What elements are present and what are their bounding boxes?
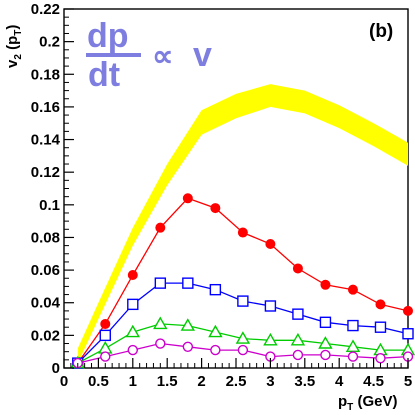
series-2-point: [264, 300, 277, 312]
series-2-point: [237, 295, 249, 307]
y-tick-label: 0.16: [31, 99, 60, 116]
x-tick-label: 4.5: [363, 373, 384, 390]
series-4: [72, 338, 414, 369]
y-tick-label: 0.08: [31, 229, 60, 246]
series-2-point: [209, 283, 222, 296]
x-tick-label: 1: [129, 373, 137, 390]
series-4-point: [375, 353, 386, 364]
series-1-point: [292, 263, 303, 274]
series-4-point: [292, 349, 304, 361]
y-tick-label: 0.12: [31, 164, 60, 181]
y-axis-label: v2 (pT): [4, 25, 24, 68]
series-4-point: [100, 351, 111, 362]
series-1-point: [403, 305, 413, 316]
y-tick-label: 0.06: [31, 262, 60, 279]
series-2-point: [374, 321, 387, 333]
series-1-point: [320, 279, 331, 290]
series-4-point: [155, 338, 166, 349]
series-3-point: [180, 318, 196, 331]
series-2-point: [402, 328, 414, 340]
y-tick-label: 0: [52, 360, 60, 377]
y-tick-label: 0.14: [31, 132, 61, 149]
series-1-point: [375, 299, 386, 310]
panel-label: (b): [369, 21, 393, 42]
x-tick-label: 3.5: [294, 373, 315, 390]
x-tick-label: 0.5: [88, 373, 109, 390]
series-2-point: [292, 308, 304, 320]
series-3-point: [345, 339, 361, 352]
series-1-point: [155, 222, 166, 233]
series-3-point: [125, 324, 141, 338]
formula-annotation: dp dt ∝ v: [86, 17, 212, 94]
y-tick-label: 0.18: [31, 66, 60, 83]
model-band-layer: [77, 84, 409, 364]
x-tick-label: 3: [266, 373, 274, 390]
formula-denominator: dt: [88, 56, 120, 94]
series-4-point: [347, 351, 359, 362]
y-tick-label: 0.02: [31, 327, 60, 344]
series-3-point: [318, 336, 333, 349]
axes-layer: 0 0.5 1 1.5 2 2.5 3 3.5 4 4.5 5 0 0.02 0.04 0.06 0.08 0.…: [31, 1, 412, 390]
x-axis-label-unit: (GeV): [353, 393, 397, 410]
y-axis-label-subscript-2: T: [13, 30, 24, 36]
x-axis-label-subscript: T: [347, 402, 353, 413]
model-band: [77, 84, 409, 364]
series-1-point: [127, 269, 138, 280]
series-2-point: [127, 298, 139, 311]
formula-proportional-symbol: ∝: [152, 40, 173, 73]
formula-numerator: dp: [87, 17, 129, 55]
x-tick-label: 2: [197, 373, 205, 390]
series-1-point: [265, 238, 276, 249]
x-tick-label: 2.5: [226, 373, 247, 390]
series-4-point: [320, 349, 331, 361]
x-axis-label-main: p: [338, 393, 347, 410]
x-tick-label: 1.5: [157, 373, 178, 390]
series-3-point: [235, 331, 251, 344]
y-axis-label-main: v: [4, 59, 21, 68]
x-tick-label: 4: [335, 373, 344, 390]
series-1-point: [347, 284, 358, 295]
series-1-point: [182, 193, 193, 204]
y-axis-label-middle: (p: [4, 36, 21, 54]
formula-variable: v: [193, 36, 212, 74]
series-4-point: [127, 344, 139, 356]
series-3-point: [263, 332, 278, 346]
series-3-point: [98, 340, 113, 354]
series-2-point: [154, 277, 167, 289]
series-4-point: [182, 341, 194, 352]
series-4-point: [237, 344, 249, 356]
series-2-point: [347, 319, 359, 332]
y-tick-label: 0.2: [39, 34, 60, 51]
series-4-point: [210, 344, 221, 356]
series-1-point: [210, 203, 221, 214]
series-1-point: [237, 227, 248, 238]
x-axis-label: pT (GeV): [338, 393, 397, 413]
x-tick-label: 5: [404, 373, 412, 390]
series-2: [72, 277, 414, 369]
x-tick-label: 0: [60, 373, 68, 390]
y-tick-label: 0.22: [31, 1, 60, 18]
series-1: [72, 193, 413, 369]
y-tick-label: 0.1: [39, 197, 60, 214]
series-2-point: [182, 277, 194, 289]
series-3: [70, 316, 415, 369]
series-1-point: [100, 318, 111, 329]
series-3-point: [153, 316, 168, 330]
series-3-point: [208, 324, 223, 338]
y-tick-label: 0.04: [31, 295, 61, 312]
y-axis-label-subscript: 2: [13, 54, 24, 60]
series-layer: [70, 193, 415, 369]
series-2-point: [99, 329, 111, 342]
series-3-point: [290, 332, 306, 346]
series-2-point: [319, 316, 332, 329]
y-axis-label-close: ): [4, 25, 21, 30]
